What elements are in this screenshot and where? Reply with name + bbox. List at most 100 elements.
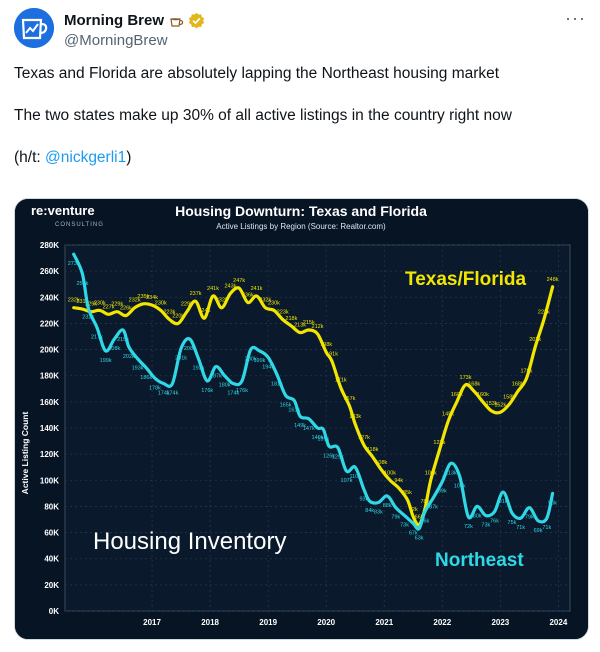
series-texas-florida-data-label: 241k bbox=[207, 286, 219, 292]
author-handle[interactable]: @MorningBrew bbox=[64, 32, 168, 49]
mention-link[interactable]: @nickgerli1 bbox=[45, 149, 127, 166]
series-texas-florida-data-label: 191k bbox=[326, 351, 338, 357]
series-northeast-data-label: 80k bbox=[473, 513, 482, 519]
x-tick-label: 2021 bbox=[375, 618, 393, 627]
series-northeast-data-label: 93k bbox=[359, 496, 368, 502]
series-northeast-data-label: 107k bbox=[341, 478, 353, 484]
tweet-line-1: Texas and Florida are absolutely lapping… bbox=[14, 65, 500, 82]
series-texas-florida-data-label: 78k bbox=[420, 499, 429, 505]
series-northeast-data-label: 90k bbox=[548, 500, 557, 506]
series-northeast-data-label: 103k bbox=[454, 483, 466, 489]
legend-northeast: Northeast bbox=[435, 550, 524, 571]
y-tick-label: 120K bbox=[40, 450, 59, 459]
series-texas-florida-data-label: 223k bbox=[277, 310, 289, 316]
series-northeast-data-label: 73k bbox=[400, 523, 409, 529]
tweet-header: Morning Brew @MorningBrew ··· bbox=[14, 8, 586, 52]
series-texas-florida-data-label: 218k bbox=[285, 316, 297, 322]
series-texas-florida-data-label: 202k bbox=[529, 337, 541, 343]
series-northeast-data-label: 140k bbox=[312, 435, 324, 441]
series-texas-florida-data-label: 232k bbox=[259, 298, 271, 304]
y-tick-label: 280K bbox=[40, 241, 59, 250]
series-northeast-data-label: 180k bbox=[219, 383, 231, 389]
series-texas-florida-data-label: 168k bbox=[468, 381, 480, 387]
series-northeast-data-label: 174k bbox=[158, 391, 170, 397]
morning-brew-logo-icon bbox=[14, 8, 54, 48]
series-northeast-data-label: 76k bbox=[490, 519, 499, 525]
coffee-icon bbox=[170, 17, 184, 27]
x-tick-label: 2017 bbox=[143, 618, 161, 627]
avatar[interactable] bbox=[14, 8, 54, 48]
y-tick-label: 20K bbox=[44, 581, 59, 590]
tweet-line-3: (h/t: @nickgerli1) bbox=[14, 149, 132, 166]
series-northeast-data-label: 217k bbox=[91, 334, 103, 340]
series-northeast-data-label: 174k bbox=[166, 391, 178, 397]
series-northeast-data-label: 215k bbox=[117, 337, 129, 343]
tweet-image[interactable]: 0K 20K 40K 60K 80K 100K 120K 140K 160K 180K 200K 22… bbox=[14, 198, 589, 640]
series-texas-florida-data-label: 224k bbox=[198, 308, 210, 314]
x-tick-label: 2024 bbox=[549, 618, 567, 627]
series-texas-florida-data-label: 178k bbox=[520, 368, 532, 374]
series-texas-florida-data-label: 85k bbox=[403, 490, 412, 496]
series-northeast-data-label: 202k bbox=[123, 354, 135, 360]
series-northeast-data-label: 193k bbox=[193, 366, 205, 372]
y-tick-label: 80K bbox=[44, 502, 59, 511]
series-texas-florida-data-label: 223k bbox=[164, 310, 176, 316]
y-tick-label: 240K bbox=[40, 293, 59, 302]
series-texas-florida-data-label: 237k bbox=[190, 291, 202, 297]
series-northeast-data-label: 99k bbox=[438, 489, 447, 495]
series-texas-florida-data-label: 168k bbox=[512, 381, 524, 387]
more-options-icon[interactable]: ··· bbox=[565, 8, 586, 28]
verified-badge-icon bbox=[188, 12, 205, 29]
series-texas-florida-data-label: 123k bbox=[433, 440, 445, 446]
series-texas-florida-data-label: 243k bbox=[224, 283, 236, 289]
series-northeast-data-label: 79k bbox=[525, 515, 534, 521]
series-texas-florida-data-label: 236k bbox=[242, 293, 254, 299]
series-texas-florida-data-label: 158k bbox=[503, 394, 515, 400]
series-northeast-data-label: 176k bbox=[236, 388, 248, 394]
series-northeast-data-label: 88k bbox=[383, 503, 392, 509]
series-texas-florida-data-label: 173k bbox=[460, 375, 472, 381]
series-northeast-data-label: 174k bbox=[227, 391, 239, 397]
y-tick-label: 260K bbox=[40, 267, 59, 276]
series-northeast-data-label: 79k bbox=[391, 515, 400, 521]
series-northeast-data-label: 91k bbox=[499, 499, 508, 505]
series-northeast-data-label: 149k bbox=[294, 423, 306, 429]
series-texas-florida-data-label: 215k bbox=[303, 320, 315, 326]
series-texas-florida-data-label: 230k bbox=[94, 300, 106, 306]
series-northeast-data-label: 125k bbox=[332, 455, 344, 461]
series-texas-florida-data-label: 229k bbox=[111, 302, 123, 308]
series-northeast-data-label: 71k bbox=[516, 525, 525, 531]
series-northeast-data-label: 187k bbox=[210, 374, 222, 380]
series-northeast-data-label: 199k bbox=[253, 358, 265, 364]
author-name[interactable]: Morning Brew bbox=[64, 12, 164, 29]
series-texas-florida-data-label: 220k bbox=[172, 313, 184, 319]
series-texas-florida-line bbox=[72, 285, 555, 527]
x-tick-label: 2023 bbox=[491, 618, 509, 627]
series-northeast-data-label: 208k bbox=[108, 346, 120, 352]
series-northeast-data-label: 200k bbox=[245, 357, 257, 363]
series-northeast-data-label: 72k bbox=[464, 524, 473, 530]
series-texas-florida-data-label: 160k bbox=[477, 392, 489, 398]
series-northeast-data-label: 76k bbox=[420, 519, 429, 525]
series-texas-florida-data-label: 227k bbox=[103, 304, 115, 310]
series-northeast-data-label: 147k bbox=[303, 426, 315, 432]
series-northeast-data-label: 176k bbox=[201, 388, 213, 394]
series-northeast-data-label: 63k bbox=[415, 536, 424, 542]
series-northeast-data-label: 201k bbox=[175, 355, 187, 361]
series-northeast-data-label: 113k bbox=[445, 470, 457, 476]
series-texas-florida-data-label: 153k bbox=[486, 401, 498, 407]
series-texas-florida-data-label: 145k bbox=[442, 411, 454, 417]
x-tick-label: 2018 bbox=[201, 618, 219, 627]
chart-annotation: Housing Inventory bbox=[93, 528, 286, 555]
series-northeast-data-label: 75k bbox=[508, 520, 517, 526]
series-texas-florida-data-label: 100k bbox=[425, 470, 437, 476]
series-northeast-data-label: 181k bbox=[271, 381, 283, 387]
series-texas-florida-data-label: 248k bbox=[547, 277, 559, 283]
series-texas-florida-data-label: 226k bbox=[120, 306, 132, 312]
series-northeast-data-label: 73k bbox=[481, 523, 490, 529]
series-texas-florida-data-label: 223k bbox=[538, 310, 550, 316]
series-texas-florida-data-label: 157k bbox=[343, 396, 355, 402]
brand-subtitle: CONSULTING bbox=[55, 222, 104, 228]
series-northeast-data-label: 194k bbox=[262, 364, 274, 370]
series-texas-florida-data-label: 230k bbox=[268, 300, 280, 306]
